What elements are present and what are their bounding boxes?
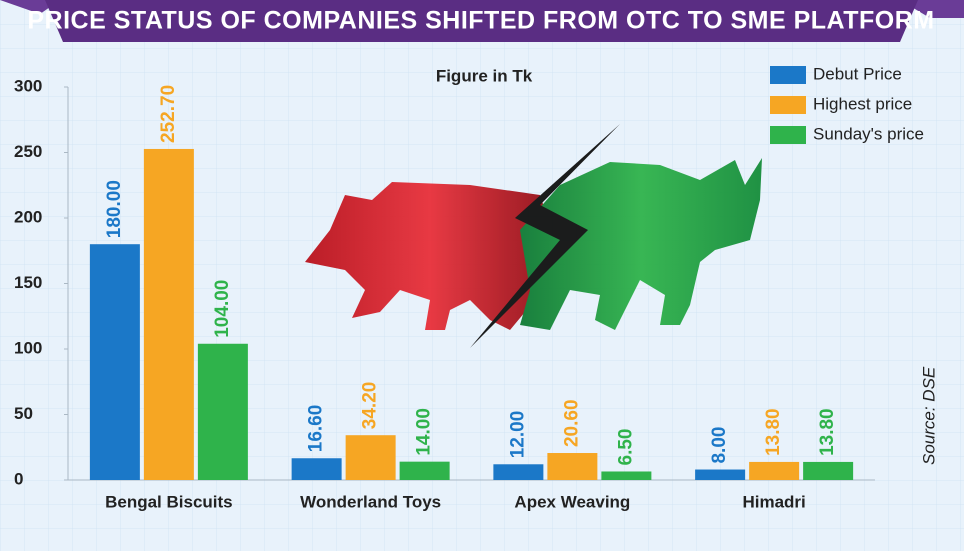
legend-swatch	[770, 126, 806, 144]
value-label: 13.80	[763, 408, 784, 456]
value-label: 34.20	[360, 382, 381, 430]
source: Source: DSE	[919, 366, 938, 465]
value-label: 12.00	[507, 411, 528, 459]
banner-corner	[0, 0, 60, 14]
bar	[197, 343, 248, 480]
y-tick-label: 0	[14, 469, 23, 488]
bar	[547, 453, 598, 480]
bar	[749, 461, 800, 480]
value-label: 8.00	[709, 427, 730, 464]
value-label: 6.50	[615, 429, 636, 466]
legend-label: Highest price	[813, 94, 912, 113]
bar	[695, 469, 746, 480]
value-label: 180.00	[104, 180, 125, 238]
bar	[291, 458, 342, 480]
bear	[305, 182, 555, 330]
legend-label: Sunday's price	[813, 124, 924, 143]
legend-swatch	[770, 96, 806, 114]
value-label: 13.80	[817, 408, 838, 456]
bar	[601, 471, 652, 480]
x-tick-label: Apex Weaving	[514, 492, 630, 511]
value-label: 252.70	[158, 85, 179, 143]
y-tick-label: 300	[14, 76, 42, 95]
bar	[803, 461, 854, 480]
illustration	[305, 124, 762, 348]
y-tick-label: 50	[14, 404, 33, 423]
x-tick-label: Wonderland Toys	[300, 492, 441, 511]
legend-swatch	[770, 66, 806, 84]
x-tick-label: Bengal Biscuits	[105, 492, 233, 511]
legend-label: Debut Price	[813, 64, 902, 83]
y-tick-label: 150	[14, 273, 42, 292]
title-banner	[45, 0, 918, 42]
bar	[345, 435, 396, 480]
bar	[143, 148, 194, 480]
bull	[520, 158, 762, 330]
value-label: 16.60	[306, 405, 327, 453]
y-tick-label: 100	[14, 338, 42, 357]
value-label: 20.60	[561, 399, 582, 447]
chart-subtitle: Figure in Tk	[436, 66, 533, 85]
bar	[89, 244, 140, 480]
value-label: 104.00	[212, 280, 233, 338]
bar	[493, 464, 544, 480]
value-label: 14.00	[414, 408, 435, 456]
chart-title: PRICE STATUS OF COMPANIES SHIFTED FROM O…	[27, 7, 934, 35]
y-tick-label: 250	[14, 142, 42, 161]
bar	[399, 461, 450, 480]
x-tick-label: Himadri	[742, 492, 805, 511]
y-tick-label: 200	[14, 207, 42, 226]
